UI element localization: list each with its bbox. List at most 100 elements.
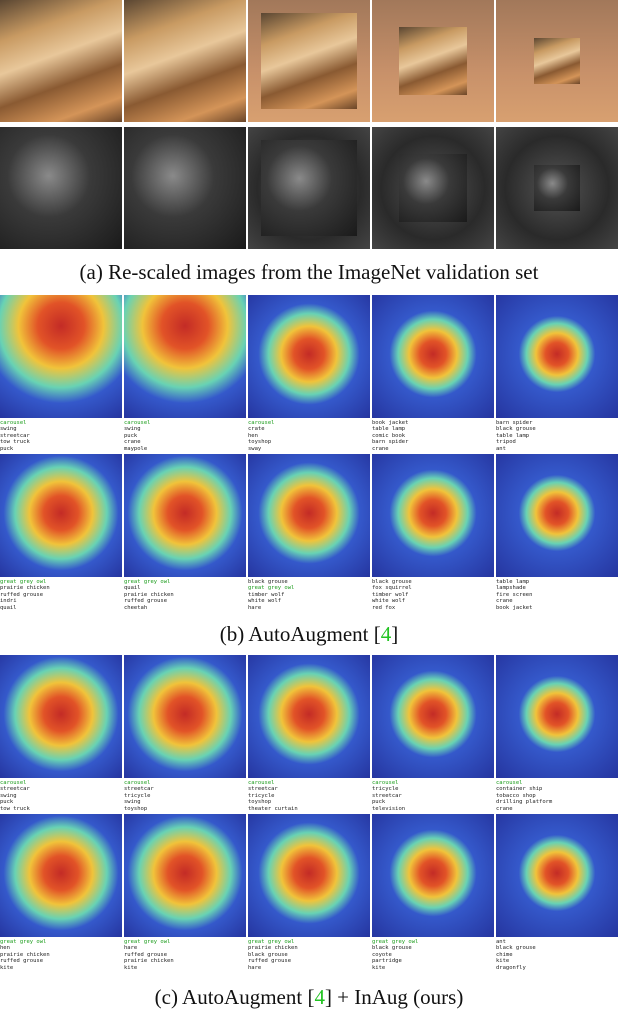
figure-cell	[372, 127, 494, 249]
prediction-label: timber wolf	[248, 591, 285, 598]
prediction-label: great grey owl	[0, 939, 47, 945]
prediction-label: theater curtain	[248, 805, 298, 812]
prediction-label: hen	[248, 432, 258, 439]
figure-cell: carousel tricycle streetcar puck television	[372, 655, 494, 814]
prediction-labels: carousel crate hen toyshop sway	[248, 418, 370, 454]
image	[496, 127, 618, 249]
prediction-label: great grey owl	[248, 939, 295, 945]
prediction-label: puck	[0, 445, 14, 452]
prediction-label: tripod	[496, 439, 516, 446]
prediction-labels: barn spider black grouse table lamp tripod a…	[496, 418, 618, 454]
prediction-labels: great grey owl quail prairie chicken ruffed…	[124, 577, 246, 613]
heatmap	[496, 295, 618, 418]
prediction-labels: carousel tricycle streetcar puck television	[372, 778, 494, 814]
prediction-label: tow truck	[0, 805, 30, 812]
prediction-label: black grouse	[248, 951, 288, 958]
image-row: carousel swing streetcar tow truck puck carou…	[0, 295, 618, 454]
prediction-label: toyshop	[248, 439, 272, 446]
heatmap	[248, 295, 370, 418]
prediction-label: white wolf	[248, 598, 282, 605]
prediction-label: hare	[248, 604, 262, 611]
prediction-label: black grouse	[496, 426, 536, 433]
prediction-label: prairie chicken	[0, 951, 50, 958]
heatmap	[248, 454, 370, 577]
prediction-labels: great grey owl prairie chicken black grous…	[248, 937, 370, 973]
prediction-label: streetcar	[0, 432, 30, 439]
prediction-label: ruffed grouse	[248, 958, 292, 965]
prediction-label: television	[372, 805, 406, 812]
image-content	[399, 27, 467, 95]
prediction-labels: great grey owl hen prairie chicken ruffed g…	[0, 937, 122, 973]
image	[372, 127, 494, 249]
prediction-labels: carousel streetcar tricycle swing toyshop	[124, 778, 246, 814]
figure-cell: great grey owl prairie chicken black grous…	[248, 814, 370, 973]
figure-cell: book jacket table lamp comic book barn spid…	[372, 295, 494, 454]
heatmap	[372, 295, 494, 418]
prediction-label: crane	[124, 439, 141, 446]
prediction-label: great grey owl	[124, 939, 171, 945]
prediction-label: fox squirrel	[372, 585, 412, 592]
heatmap	[372, 454, 494, 577]
prediction-labels: carousel swing puck crane maypole	[124, 418, 246, 454]
prediction-label: carousel	[248, 780, 275, 786]
heatmap	[124, 814, 246, 937]
image	[248, 127, 370, 249]
caption-text: (c) AutoAugment [	[154, 985, 315, 1009]
prediction-label: coyote	[372, 951, 392, 958]
prediction-label: book jacket	[496, 604, 533, 611]
prediction-label: ruffed grouse	[124, 598, 168, 605]
prediction-label: carousel	[0, 780, 27, 786]
caption-text: ]	[391, 622, 399, 646]
prediction-label: kite	[496, 958, 510, 965]
figure-cell	[496, 0, 618, 122]
figure-cell: table lamp lampshade fire screen crane book …	[496, 454, 618, 613]
prediction-label: carousel	[0, 420, 27, 426]
image	[124, 127, 246, 249]
prediction-label: tow truck	[0, 439, 30, 446]
prediction-label: prairie chicken	[248, 945, 298, 952]
caption-text: ] + InAug (ours)	[324, 985, 464, 1009]
image	[496, 0, 618, 122]
prediction-label: container ship	[496, 786, 543, 793]
prediction-label: kite	[372, 964, 386, 971]
heatmap	[248, 655, 370, 778]
image-row	[0, 127, 618, 249]
image	[0, 127, 122, 249]
prediction-label: drilling platform	[496, 799, 553, 806]
image-row: great grey owl prairie chicken ruffed grou…	[0, 454, 618, 613]
prediction-label: barn spider	[496, 420, 533, 426]
heatmap	[0, 295, 122, 418]
prediction-label: dragonfly	[496, 964, 526, 971]
prediction-label: toyshop	[124, 805, 148, 812]
prediction-label: tricycle	[372, 786, 399, 793]
prediction-label: hare	[124, 945, 138, 952]
prediction-label: fire screen	[496, 591, 533, 598]
figure-cell	[0, 127, 122, 249]
prediction-label: streetcar	[372, 792, 402, 799]
figure-cell: carousel swing puck crane maypole	[124, 295, 246, 454]
prediction-label: streetcar	[248, 786, 278, 793]
figure-cell: great grey owl hen prairie chicken ruffed g…	[0, 814, 122, 973]
prediction-label: carousel	[496, 780, 523, 786]
image	[124, 0, 246, 122]
figure-cell: carousel container ship tobacco shop drilli…	[496, 655, 618, 814]
prediction-label: comic book	[372, 432, 406, 439]
prediction-label: crane	[496, 598, 513, 605]
prediction-labels: black grouse great grey owl timber wolf whi…	[248, 577, 370, 613]
figure-cell	[248, 0, 370, 122]
prediction-label: tobacco shop	[496, 792, 536, 799]
caption-text: (b) AutoAugment [	[219, 622, 381, 646]
heatmap	[496, 655, 618, 778]
image-row: great grey owl hen prairie chicken ruffed g…	[0, 814, 618, 973]
prediction-label: crane	[372, 445, 389, 452]
heatmap	[124, 454, 246, 577]
prediction-label: swing	[0, 426, 17, 433]
prediction-labels: great grey owl prairie chicken ruffed grou…	[0, 577, 122, 613]
image-row: carousel streetcar swing puck tow truck carou…	[0, 655, 618, 814]
prediction-label: quail	[0, 604, 17, 611]
prediction-label: puck	[372, 799, 386, 806]
prediction-label: hare	[248, 964, 262, 971]
prediction-label: ant	[496, 445, 506, 452]
figure-cell	[124, 127, 246, 249]
prediction-label: tricycle	[248, 792, 275, 799]
